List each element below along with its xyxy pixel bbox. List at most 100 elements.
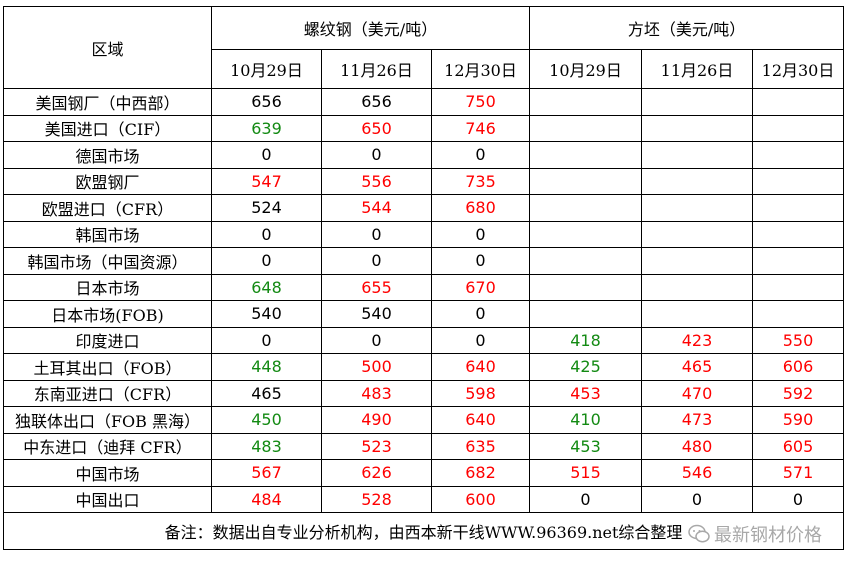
rebar-price-cell: 656 (211, 88, 322, 116)
rebar-price-cell: 490 (321, 406, 432, 434)
rebar-price-cell: 648 (211, 273, 322, 301)
billet-price-cell (529, 300, 643, 328)
table-row: 日本市场(FOB) 540 540 0 (3, 300, 845, 328)
region-cell: 中东进口（迪拜 CFR） (3, 432, 212, 460)
table-row: 东南亚进口（CFR） 465 483 598 453 470 592 (3, 379, 845, 407)
billet-price-cell (752, 167, 845, 195)
billet-price-cell (641, 194, 754, 222)
table-row: 美国钢厂（中西部） 656 656 750 (3, 88, 845, 116)
rebar-header: 螺纹钢（美元/吨） (210, 6, 531, 50)
rebar-price-cell: 567 (211, 459, 322, 487)
rebar-price-cell: 540 (211, 300, 322, 328)
rebar-price-cell: 639 (211, 114, 322, 142)
rebar-price-cell: 0 (321, 326, 432, 354)
billet-price-cell: 453 (529, 379, 643, 407)
billet-price-cell (752, 141, 845, 169)
billet-price-cell: 453 (529, 432, 643, 460)
rebar-price-cell: 547 (211, 167, 322, 195)
rebar-price-cell: 735 (430, 167, 531, 195)
region-cell: 印度进口 (3, 326, 212, 354)
billet-price-cell (641, 273, 754, 301)
billet-price-cell (752, 114, 845, 142)
rebar-price-cell: 0 (321, 220, 432, 248)
table-body: 美国钢厂（中西部） 656 656 750 美国进口（CIF） 639 650 746 德国市场… (3, 88, 845, 513)
rebar-price-cell: 598 (430, 379, 531, 407)
billet-price-cell (752, 247, 845, 275)
billet-price-cell: 0 (752, 485, 845, 513)
rebar-price-cell: 626 (321, 459, 432, 487)
billet-price-cell: 410 (529, 406, 643, 434)
rebar-price-cell: 528 (321, 485, 432, 513)
rebar-price-cell: 483 (321, 379, 432, 407)
billet-price-cell (529, 88, 643, 116)
billet-date-header: 11月26日 (641, 49, 754, 89)
billet-date-header: 12月30日 (752, 49, 845, 89)
rebar-price-cell: 0 (321, 247, 432, 275)
billet-price-cell (529, 247, 643, 275)
table-row: 美国进口（CIF） 639 650 746 (3, 114, 845, 142)
billet-price-cell: 515 (529, 459, 643, 487)
rebar-price-cell: 640 (430, 406, 531, 434)
table-row: 欧盟钢厂 547 556 735 (3, 167, 845, 195)
rebar-price-cell: 0 (211, 220, 322, 248)
billet-price-cell (529, 167, 643, 195)
rebar-price-cell: 524 (211, 194, 322, 222)
table-row: 中国市场 567 626 682 515 546 571 (3, 459, 845, 487)
rebar-price-cell: 465 (211, 379, 322, 407)
region-cell: 美国钢厂（中西部） (3, 88, 212, 116)
rebar-price-cell: 0 (211, 141, 322, 169)
region-cell: 德国市场 (3, 141, 212, 169)
region-header: 区域 (3, 6, 212, 89)
billet-price-cell (641, 141, 754, 169)
table-row: 印度进口 0 0 0 418 423 550 (3, 326, 845, 354)
rebar-price-cell: 0 (430, 220, 531, 248)
rebar-price-cell: 600 (430, 485, 531, 513)
region-cell: 美国进口（CIF） (3, 114, 212, 142)
billet-price-cell (752, 273, 845, 301)
table-row: 日本市场 648 655 670 (3, 273, 845, 301)
billet-header: 方坯（美元/吨） (529, 6, 845, 50)
billet-price-cell (641, 88, 754, 116)
region-cell: 土耳其出口（FOB） (3, 353, 212, 381)
rebar-price-cell: 484 (211, 485, 322, 513)
billet-price-cell: 0 (641, 485, 754, 513)
rebar-price-cell: 523 (321, 432, 432, 460)
rebar-price-cell: 0 (430, 141, 531, 169)
billet-price-cell: 480 (641, 432, 754, 460)
billet-price-cell: 590 (752, 406, 845, 434)
billet-price-cell: 473 (641, 406, 754, 434)
region-cell: 日本市场(FOB) (3, 300, 212, 328)
billet-price-cell: 0 (529, 485, 643, 513)
region-cell: 欧盟进口（CFR） (3, 194, 212, 222)
billet-price-cell (529, 141, 643, 169)
billet-price-cell (752, 88, 845, 116)
billet-price-cell (641, 220, 754, 248)
wechat-icon (688, 524, 710, 544)
watermark: 最新钢材价格 (688, 521, 822, 547)
region-cell: 欧盟钢厂 (3, 167, 212, 195)
rebar-price-cell: 540 (321, 300, 432, 328)
rebar-price-cell: 500 (321, 353, 432, 381)
billet-price-cell: 418 (529, 326, 643, 354)
rebar-price-cell: 650 (321, 114, 432, 142)
table-row: 韩国市场（中国资源） 0 0 0 (3, 247, 845, 275)
steel-price-table: 区域 螺纹钢（美元/吨） 方坯（美元/吨） 10月29日 11月26日 12月3… (2, 6, 845, 550)
table-row: 德国市场 0 0 0 (3, 141, 845, 169)
table-row: 独联体出口（FOB 黑海） 450 490 640 410 473 590 (3, 406, 845, 434)
rebar-price-cell: 483 (211, 432, 322, 460)
billet-price-cell: 546 (641, 459, 754, 487)
rebar-price-cell: 448 (211, 353, 322, 381)
billet-date-header: 10月29日 (529, 49, 643, 89)
note-text: 备注：数据出自专业分析机构，由西本新干线WWW.96369.net综合整理 (164, 523, 683, 542)
billet-price-cell: 425 (529, 353, 643, 381)
billet-price-cell (641, 114, 754, 142)
rebar-price-cell: 635 (430, 432, 531, 460)
billet-price-cell: 592 (752, 379, 845, 407)
billet-price-cell: 606 (752, 353, 845, 381)
table-row: 中国出口 484 528 600 0 0 0 (3, 485, 845, 513)
rebar-price-cell: 0 (211, 247, 322, 275)
billet-price-cell: 465 (641, 353, 754, 381)
region-cell: 中国市场 (3, 459, 212, 487)
billet-price-cell (752, 300, 845, 328)
rebar-price-cell: 640 (430, 353, 531, 381)
